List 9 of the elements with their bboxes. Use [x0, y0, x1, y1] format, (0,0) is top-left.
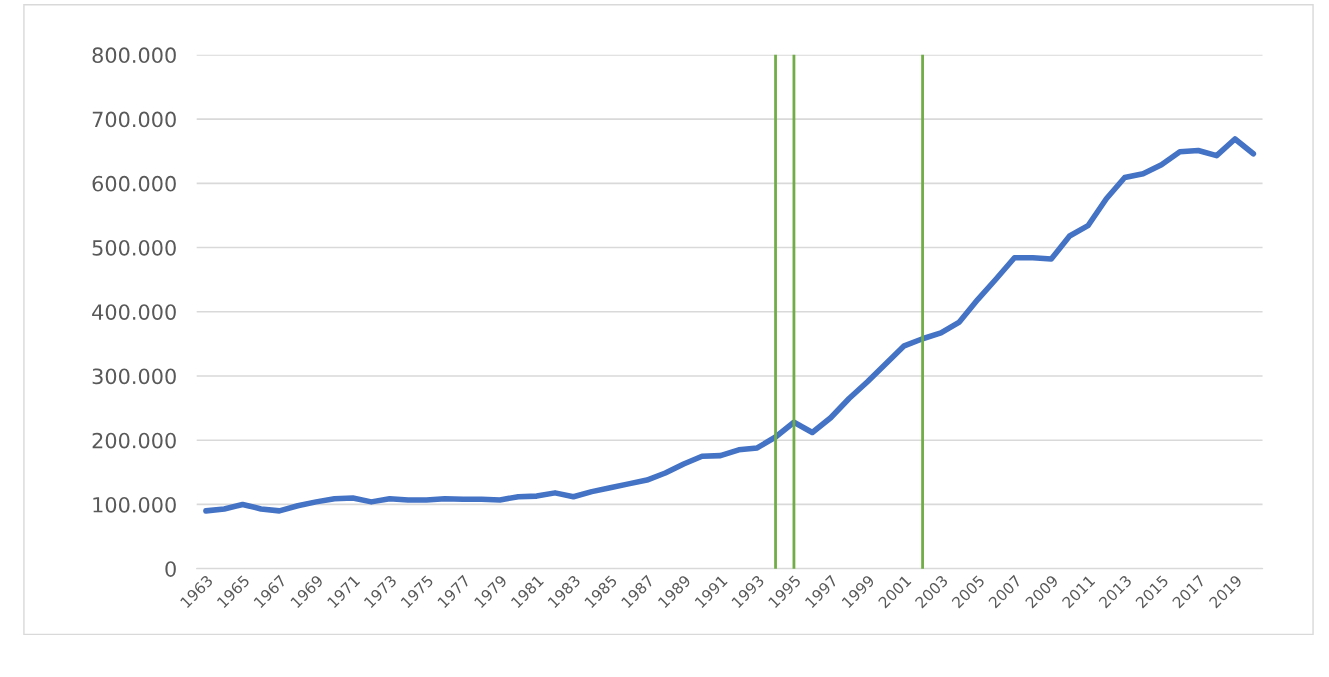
y-tick-label: 500.000 [92, 239, 176, 256]
y-tick-label: 600.000 [92, 175, 176, 192]
y-tick-label: 400.000 [92, 304, 176, 320]
y-tick-label: 100.000 [93, 496, 176, 513]
y-tick-label: 200.000 [92, 432, 176, 449]
y-tick-label: 300.000 [92, 368, 176, 385]
y-tick-label: 800.000 [92, 47, 176, 64]
y-tick-label: 0 [165, 561, 176, 577]
y-tick-label: 700.000 [92, 111, 176, 128]
